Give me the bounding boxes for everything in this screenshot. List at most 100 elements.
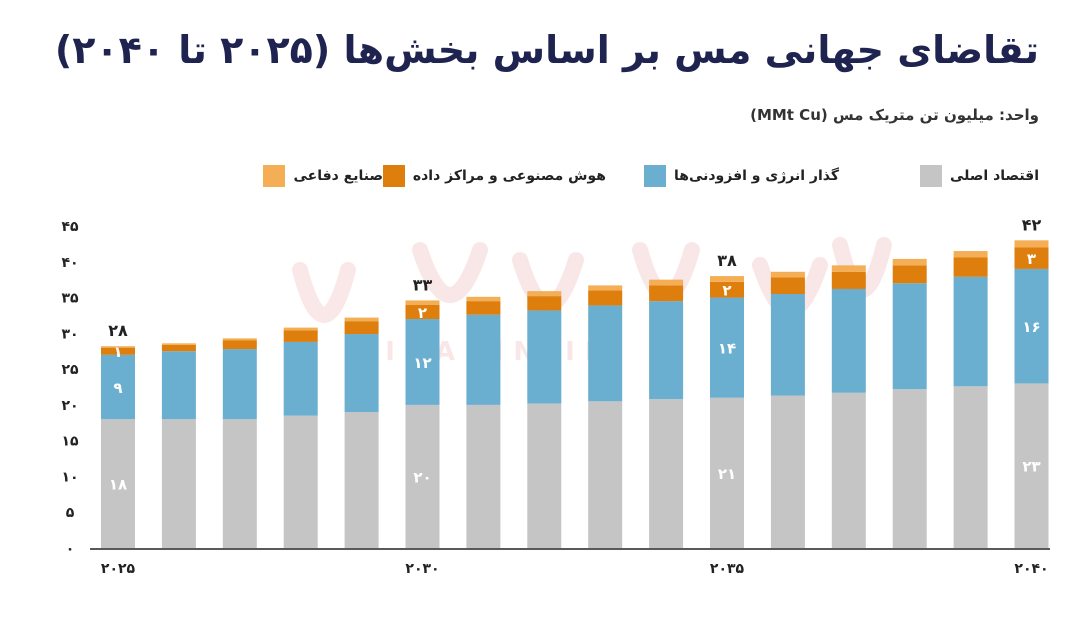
bar-segment-defense [344, 317, 379, 322]
bar-segment-core-economy [344, 412, 379, 548]
bar-segment-ai-datacenters [588, 290, 623, 306]
bar-segment-energy-transition [101, 354, 135, 420]
bar-segment-ai-datacenters [710, 281, 744, 298]
segment-label: ۳ [1027, 250, 1036, 268]
bar-segment-defense [1014, 240, 1049, 248]
bar-segment-ai-datacenters [892, 265, 927, 284]
legend-label-defense: صنایع دفاعی [293, 168, 383, 184]
bar-segment-core-economy [770, 395, 805, 548]
bar-segment-energy-transition [831, 288, 866, 393]
bar-segment-defense [710, 276, 744, 282]
bar-segment-core-economy [222, 419, 257, 548]
bar-segment-ai-datacenters [831, 271, 866, 289]
bar-segment-energy-transition [892, 283, 927, 390]
x-tick-label: ۲۰۳۰ [405, 561, 439, 577]
total-label: ۲۸ [108, 321, 128, 340]
segment-label: ۲ [418, 304, 427, 322]
bar-segment-energy-transition [527, 310, 562, 404]
bar-segment-energy-transition [405, 319, 440, 405]
bar-segment-defense [161, 343, 196, 345]
bar-segment-energy-transition [588, 305, 623, 402]
legend-swatch-defense [263, 165, 286, 187]
y-tick-label: ۴۰ [61, 255, 78, 271]
segment-label: ۱ [113, 343, 122, 361]
watermark-stroke-0 [292, 262, 356, 323]
y-tick-label: ۲۵ [61, 362, 79, 378]
legend-item-core-economy: اقتصاد اصلی [912, 163, 1039, 189]
segment-label: ۲ [722, 282, 731, 300]
bar-segment-ai-datacenters [405, 304, 440, 320]
bar-segment-defense [405, 300, 440, 305]
bar-segment-defense [101, 346, 135, 348]
x-tick-label: ۲۰۲۵ [101, 561, 136, 577]
y-tick-label: ۳۵ [61, 291, 79, 307]
bar-segment-defense [527, 291, 562, 297]
bar-segment-energy-transition [283, 341, 318, 416]
bar-segment-energy-transition [344, 334, 379, 413]
y-tick-label: ۵ [66, 505, 75, 521]
bar-segment-core-economy [649, 399, 684, 548]
bar-segment-core-economy [588, 401, 623, 548]
y-tick-label: ۴۵ [61, 219, 79, 235]
bar-segment-core-economy [283, 415, 318, 548]
bar-segment-ai-datacenters [283, 330, 318, 342]
chart-legend: اقتصاد اصلی گذار انرژی و افزودنی‌ها هوش … [259, 163, 1039, 189]
bar-segment-defense [892, 258, 927, 266]
bar-segment-ai-datacenters [466, 301, 501, 315]
bar-segment-core-economy [710, 397, 744, 548]
segment-label: ۱۲ [413, 354, 431, 372]
bar-segment-ai-datacenters [770, 277, 805, 294]
segment-label: ۲۱ [718, 465, 736, 483]
bar-segment-energy-transition [161, 351, 196, 420]
legend-label-energy-transition: گذار انرژی و افزودنی‌ها [673, 168, 839, 184]
legend-swatch-core-economy [920, 165, 942, 187]
bar-segment-ai-datacenters [527, 296, 562, 311]
watermark-stroke-1 [412, 242, 488, 303]
x-tick-label: ۲۰۳۵ [710, 561, 745, 577]
bar-segment-ai-datacenters [222, 340, 257, 350]
bar-segment-energy-transition [222, 349, 257, 420]
bar-segment-core-economy [101, 419, 135, 548]
segment-label: ۹ [113, 379, 122, 397]
bar-segment-defense [831, 265, 866, 272]
y-tick-label: ۰ [66, 541, 75, 557]
bar-segment-defense [649, 279, 684, 286]
legend-label-ai-datacenters: هوش مصنوعی و مراکز داده [412, 168, 606, 184]
y-tick-label: ۱۰ [61, 469, 78, 485]
y-tick-label: ۳۰ [61, 326, 78, 342]
bar-segment-ai-datacenters [953, 257, 988, 277]
bar-segment-defense [588, 285, 623, 291]
bar-segment-core-economy [831, 392, 866, 548]
legend-item-ai-datacenters: هوش مصنوعی و مراکز داده [375, 163, 606, 189]
chart-title: تقاضای جهانی مس بر اساس بخش‌ها (۲۰۲۵ تا … [54, 28, 1039, 72]
bar-segment-energy-transition [649, 301, 684, 400]
chart-subtitle: واحد: میلیون تن متریک مس (MMt Cu) [750, 106, 1039, 124]
legend-swatch-ai-datacenters [382, 165, 405, 187]
bar-segment-energy-transition [1014, 268, 1049, 384]
bar-segment-defense [953, 251, 988, 258]
bar-segment-core-economy [466, 404, 501, 548]
bar-segment-energy-transition [466, 314, 501, 405]
total-label: ۳۳ [413, 275, 433, 294]
bar-segment-ai-datacenters [101, 347, 135, 355]
bar-segment-energy-transition [953, 276, 988, 387]
y-tick-label: ۲۰ [61, 398, 78, 414]
legend-label-core-economy: اقتصاد اصلی [950, 168, 1039, 184]
bar-segment-defense [283, 327, 318, 331]
segment-label: ۲۰ [413, 468, 431, 486]
x-tick-label: ۲۰۴۰ [1014, 561, 1048, 577]
bar-segment-core-economy [527, 403, 562, 548]
bar-segment-core-economy [161, 419, 196, 548]
bar-segment-ai-datacenters [344, 321, 379, 335]
legend-item-energy-transition: گذار انرژی و افزودنی‌ها [636, 163, 839, 189]
bar-segment-energy-transition [710, 297, 744, 398]
bar-segment-defense [222, 338, 257, 341]
bar-segment-core-economy [892, 389, 927, 548]
bar-segment-ai-datacenters [1014, 247, 1049, 269]
total-label: ۳۸ [717, 251, 737, 270]
segment-label: ۲۳ [1022, 458, 1040, 476]
segment-label: ۱۴ [718, 340, 736, 358]
y-tick-label: ۱۵ [61, 434, 79, 450]
legend-swatch-energy-transition [643, 165, 666, 187]
